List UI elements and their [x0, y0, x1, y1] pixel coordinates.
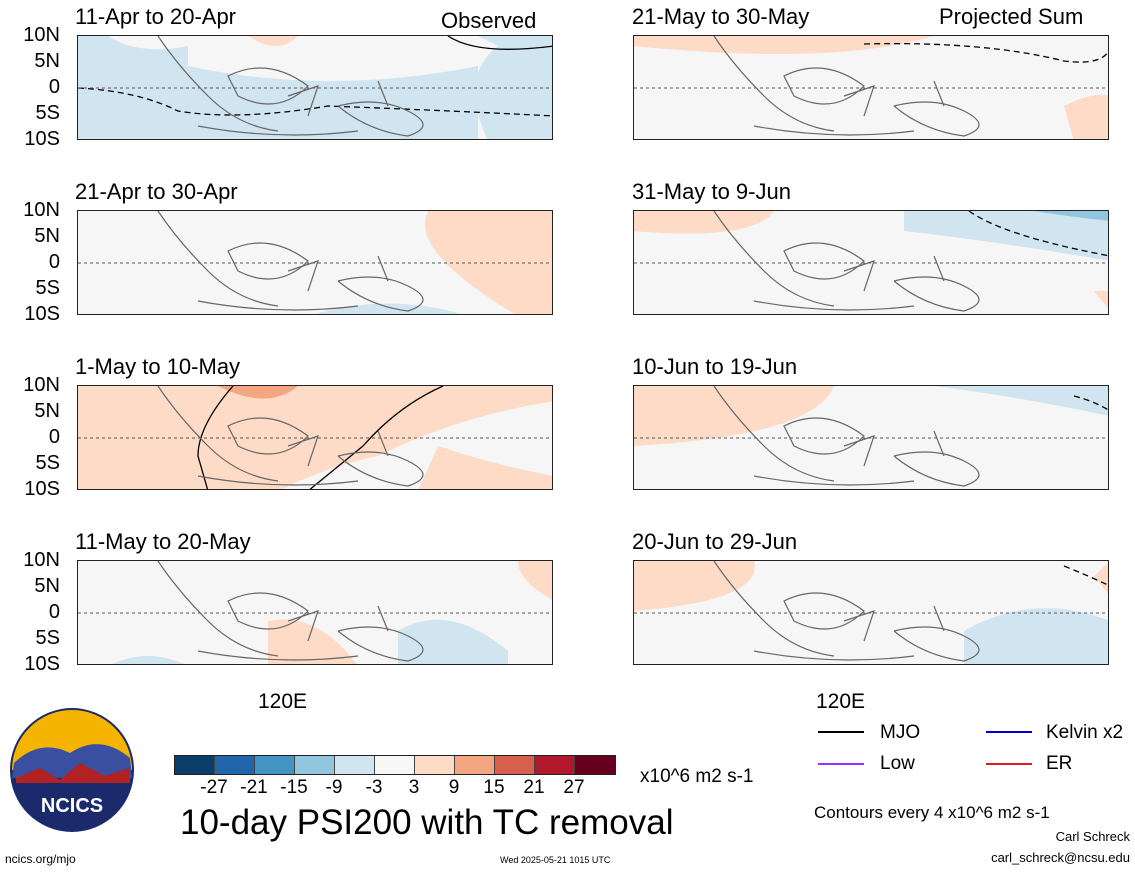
colorbar-swatch: [175, 756, 215, 774]
anomaly-field: [78, 386, 552, 489]
map-panel: [77, 560, 553, 665]
colorbar-tick: 15: [483, 777, 505, 798]
lat-label: 0: [48, 251, 60, 273]
panel-title: 31-May to 9-Jun: [632, 179, 791, 204]
lat-label: 10N: [23, 24, 60, 46]
anomaly-field: [78, 561, 552, 664]
colorbar-tick: -15: [280, 777, 308, 798]
colorbar-swatch: [215, 756, 255, 774]
lon-label: 120E: [258, 690, 308, 713]
legend-kelvin: Kelvin x2: [1046, 722, 1124, 743]
colorbar-tick: 9: [448, 777, 460, 798]
lat-label: 5S: [35, 277, 60, 299]
coastline: [157, 386, 424, 487]
anomaly-field: [634, 386, 1108, 487]
map-panel: [77, 385, 553, 490]
legend-er: ER: [1046, 753, 1073, 774]
lat-label: 10S: [24, 303, 60, 325]
colorbar-tick: -3: [365, 777, 383, 798]
contour-note: Contours every 4 x10^6 m2 s-1: [814, 803, 1050, 822]
anomaly-field: [78, 36, 552, 139]
lat-label: 5N: [34, 225, 60, 247]
coastline: [713, 386, 980, 487]
map-panel: [77, 35, 553, 140]
colorbar-swatch: [575, 756, 615, 774]
panel-title: 1-May to 10-May: [75, 354, 241, 379]
lat-label: 10S: [24, 478, 60, 500]
legend-mjo: MJO: [880, 722, 921, 743]
colorbar-swatch: [415, 756, 455, 774]
lat-label: 10S: [24, 653, 60, 675]
panel-title: 20-Jun to 29-Jun: [632, 529, 798, 554]
coastline: [713, 36, 980, 137]
anomaly-field: [634, 36, 1108, 139]
lat-label: 5S: [35, 452, 60, 474]
timestamp: Wed 2025-05-21 1015 UTC: [500, 855, 611, 865]
colorbar-tick: -9: [325, 777, 343, 798]
lat-label: 5S: [35, 627, 60, 649]
map-panel: [633, 385, 1109, 490]
colorbar-tick: -21: [240, 777, 268, 798]
lat-label: 10N: [23, 199, 60, 221]
lon-label: 120E: [816, 690, 866, 713]
map-panel: [633, 210, 1109, 315]
colorbar-units: x10^6 m2 s-1: [640, 766, 754, 787]
anomaly-field: [634, 561, 1108, 664]
panel-title: 21-May to 30-May: [632, 4, 810, 29]
email: carl_schreck@ncsu.edu: [991, 850, 1130, 865]
low-line: [818, 763, 864, 765]
main-title: 10-day PSI200 with TC removal: [180, 803, 674, 842]
colorbar-tick: 27: [563, 777, 585, 798]
colorbar-swatch: [375, 756, 415, 774]
colorbar: [174, 755, 616, 775]
logo-text: NCICS: [41, 795, 103, 817]
er-line: [986, 763, 1032, 765]
map-panel: [77, 210, 553, 315]
colorbar-swatch: [535, 756, 575, 774]
ncics-logo: NCICS: [10, 708, 134, 832]
map-panel: [633, 35, 1109, 140]
lat-label: 5N: [34, 400, 60, 422]
projected-sum-tag: Projected Sum: [939, 4, 1084, 29]
author: Carl Schreck: [1055, 829, 1130, 844]
kelvin-line: [986, 731, 1032, 733]
panel-title: 11-Apr to 20-Apr: [75, 4, 237, 29]
panel-title: 21-Apr to 30-Apr: [75, 179, 238, 204]
panel-title: 10-Jun to 19-Jun: [632, 354, 798, 379]
coastline: [157, 561, 424, 662]
panel-title: 11-May to 20-May: [75, 529, 251, 554]
lat-label: 5N: [34, 575, 60, 597]
colorbar-swatch: [495, 756, 535, 774]
lat-label: 10S: [24, 128, 60, 150]
lat-label: 0: [48, 76, 60, 98]
colorbar-tick: 3: [408, 777, 420, 798]
lat-label: 0: [48, 426, 60, 448]
coastline: [157, 211, 424, 312]
anomaly-field: [634, 211, 1108, 312]
lat-label: 5N: [34, 50, 60, 72]
anomaly-field: [78, 211, 552, 314]
colorbar-swatch: [455, 756, 495, 774]
mjo-line: [818, 731, 864, 733]
coastline: [713, 561, 980, 662]
legend-low: Low: [880, 753, 915, 774]
lat-label: 10N: [23, 374, 60, 396]
colorbar-swatch: [295, 756, 335, 774]
lat-label: 0: [48, 601, 60, 623]
coastline: [157, 36, 424, 137]
lat-label: 10N: [23, 549, 60, 571]
source-url[interactable]: ncics.org/mjo: [5, 852, 76, 866]
lat-label: 5S: [35, 102, 60, 124]
colorbar-swatch: [335, 756, 375, 774]
colorbar-tick: -27: [200, 777, 228, 798]
colorbar-swatch: [255, 756, 295, 774]
colorbar-tick: 21: [523, 777, 545, 798]
coastline: [713, 211, 980, 312]
observed-tag: Observed: [441, 8, 537, 33]
map-panel: [633, 560, 1109, 665]
